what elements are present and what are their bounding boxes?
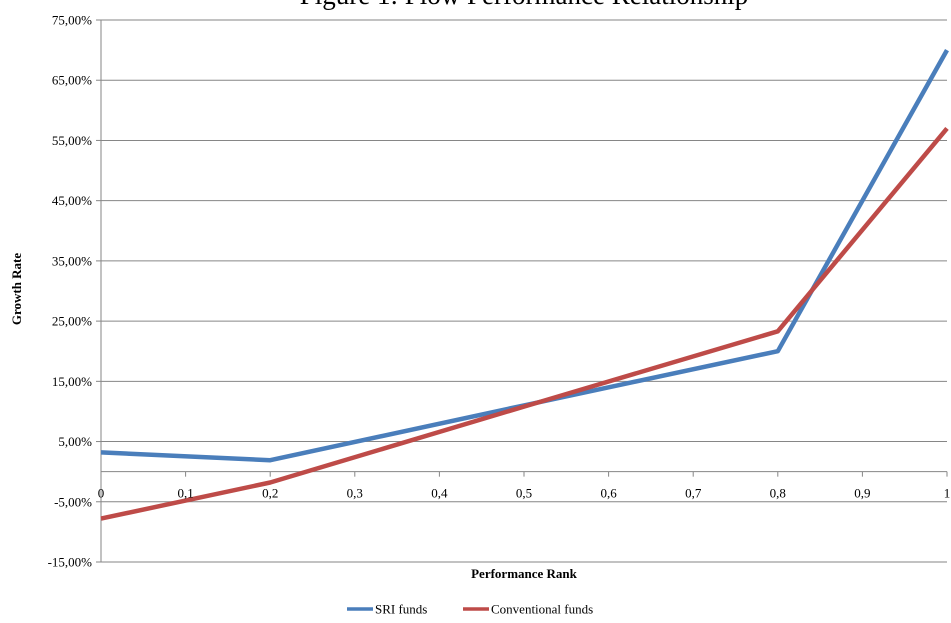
series-line-conventional-funds <box>100 126 949 521</box>
y-tick-label: 55,00% <box>52 133 92 148</box>
y-tick-label: -15,00% <box>48 555 93 570</box>
x-tick-label: 1 <box>944 486 951 501</box>
y-tick-label: 15,00% <box>52 374 92 389</box>
x-tick-labels: 0 0,1 0,2 0,3 0,4 0,5 0,6 0,7 0,8 0,9 1 <box>98 486 951 501</box>
x-tick-label: 0,7 <box>685 486 702 501</box>
x-tick-label: 0,2 <box>262 486 278 501</box>
x-axis-title: Performance Rank <box>471 566 578 581</box>
x-tick-label: 0,4 <box>431 486 448 501</box>
y-tick-label: 35,00% <box>52 253 92 268</box>
y-tick-label: 65,00% <box>52 73 92 88</box>
legend-label: Conventional funds <box>491 602 593 617</box>
x-tick-label: 0,9 <box>854 486 870 501</box>
x-tick-label: 0,8 <box>770 486 786 501</box>
y-tick-label: 45,00% <box>52 193 92 208</box>
series-layer <box>100 48 949 521</box>
x-tick-label: 0,5 <box>516 486 532 501</box>
y-tick-label: 25,00% <box>52 314 92 329</box>
gridlines <box>101 19 947 563</box>
x-tick-label: 0,6 <box>600 486 617 501</box>
x-tick-label: 0,3 <box>347 486 363 501</box>
series-line-sri-funds <box>100 48 949 463</box>
axes <box>96 19 948 563</box>
legend-label: SRI funds <box>375 602 427 617</box>
y-axis-title: Growth Rate <box>9 253 24 326</box>
y-tick-label: 75,00% <box>52 13 92 28</box>
x-tick-label: 0,1 <box>177 486 193 501</box>
y-tick-label: 5,00% <box>58 434 92 449</box>
y-tick-labels: -15,00% -5,00% 5,00% 15,00% 25,00% 35,00% 45,0… <box>48 13 93 570</box>
y-tick-label: -5,00% <box>54 494 92 509</box>
chart-title: Figure 1: Flow Performance Relationship <box>300 0 748 10</box>
legend: SRI funds Conventional funds <box>347 602 593 617</box>
x-tick-label: 0 <box>98 486 105 501</box>
